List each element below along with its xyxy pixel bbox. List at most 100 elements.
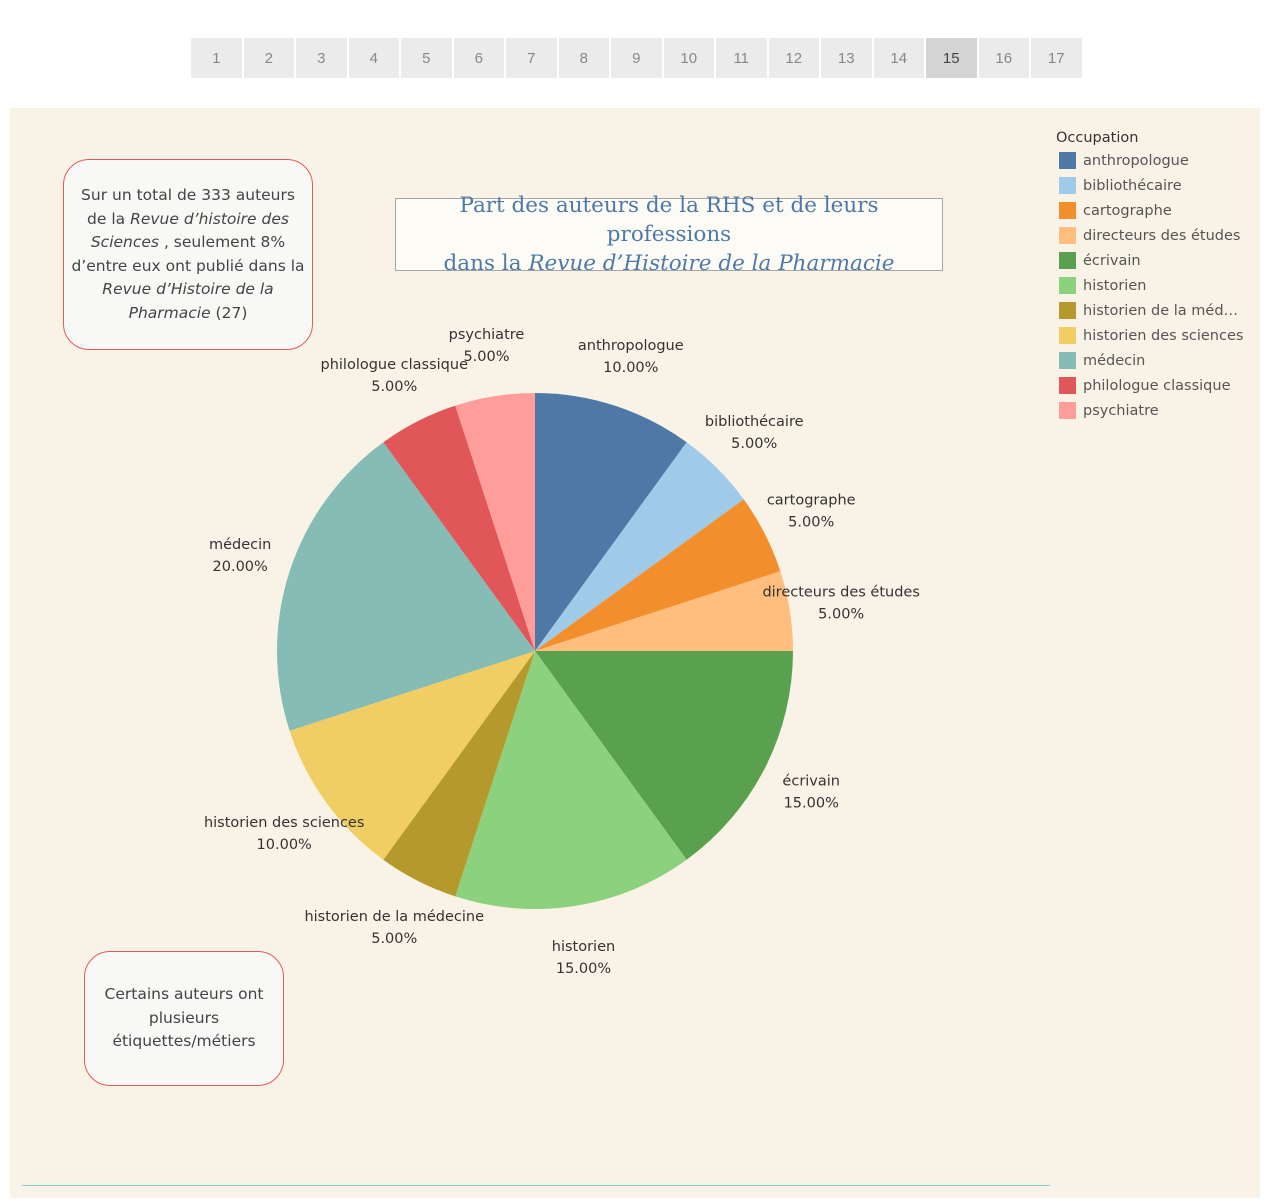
slice-label: cartographe 5.00% (767, 492, 856, 530)
pie-slice[interactable] (455, 651, 687, 909)
page-button-17[interactable]: 17 (1031, 38, 1082, 78)
legend-swatch (1059, 377, 1076, 394)
slice-label: historien 15.00% (552, 939, 615, 977)
slice-label-value: 5.00% (371, 931, 417, 947)
pie-slice[interactable] (535, 499, 781, 651)
slice-label: écrivain 15.00% (782, 774, 840, 812)
legend-swatch (1059, 177, 1076, 194)
pie-chart: anthropologue10.00%bibliothécaire5.00%ca… (204, 327, 920, 977)
slice-label-value: 10.00% (603, 360, 658, 376)
slice-label-value: 10.00% (257, 837, 312, 853)
slice-label-name: philologue classique (321, 357, 469, 373)
chart-title-line2: dans la Revue d’Histoire de la Pharmacie (444, 249, 895, 278)
total-authors-note-text: Sur un total de 333 auteurs de la Revue … (70, 184, 306, 325)
page-button-5[interactable]: 5 (401, 38, 452, 78)
multiple-tags-note: Certains auteurs ont plusieurs étiquette… (84, 951, 284, 1086)
multiple-tags-note-text: Certains auteurs ont plusieurs étiquette… (104, 985, 264, 1051)
page-navigation: 1 2 3 4 5 6 7 8 9 10 11 12 13 14 15 16 17 (191, 38, 1082, 78)
slice-label-value: 5.00% (818, 607, 864, 623)
legend-item[interactable]: directeurs des études (1056, 223, 1245, 248)
pie-slice[interactable] (455, 393, 535, 651)
note-journal-rhs: Revue d’histoire des Sciences (90, 209, 289, 252)
legend-item[interactable]: historien des sciences (1056, 323, 1245, 348)
slice-label: psychiatre 5.00% (449, 327, 525, 365)
slice-label: philologue classique 5.00% (321, 357, 469, 395)
slice-label-value: 20.00% (213, 559, 268, 575)
legend-label: écrivain (1083, 252, 1141, 269)
legend-swatch (1059, 327, 1076, 344)
pie-slice[interactable] (383, 405, 535, 651)
slice-label: anthropologue 10.00% (578, 338, 684, 376)
note-journal-rhp: Revue d’Histoire de la Pharmacie (102, 280, 274, 322)
legend-swatch (1059, 277, 1076, 294)
legend-item[interactable]: philologue classique (1056, 373, 1245, 398)
page-button-1[interactable]: 1 (191, 38, 242, 78)
legend-title: Occupation (1056, 130, 1139, 146)
pie-slice[interactable] (535, 393, 687, 651)
legend-swatch (1059, 252, 1076, 269)
page-button-13[interactable]: 13 (821, 38, 872, 78)
legend-item[interactable]: bibliothécaire (1056, 173, 1245, 198)
page-button-3[interactable]: 3 (296, 38, 347, 78)
legend-label: médecin (1083, 352, 1146, 369)
page-button-9[interactable]: 9 (611, 38, 662, 78)
pie-slice[interactable] (289, 651, 535, 860)
slice-label: historien de la médecine 5.00% (304, 909, 484, 947)
slice-label-name: psychiatre (449, 327, 525, 343)
page-button-14[interactable]: 14 (873, 38, 924, 78)
legend-label: historien de la médec.. (1083, 302, 1245, 319)
page-button-8[interactable]: 8 (558, 38, 609, 78)
slice-label-name: médecin (209, 537, 271, 553)
legend-swatch (1059, 202, 1076, 219)
pie-slice[interactable] (383, 651, 535, 897)
page-button-16[interactable]: 16 (978, 38, 1029, 78)
legend-item[interactable]: cartographe (1056, 198, 1245, 223)
legend-swatch (1059, 152, 1076, 169)
page-button-2[interactable]: 2 (243, 38, 294, 78)
slice-label-value: 5.00% (463, 349, 509, 365)
slice-label-name: cartographe (767, 492, 856, 508)
page-button-15[interactable]: 15 (926, 38, 977, 78)
chart-title-line1: Part des auteurs de la RHS et de leurs p… (459, 193, 879, 247)
legend-label: philologue classique (1083, 377, 1231, 394)
slice-label: médecin 20.00% (209, 537, 271, 575)
page-button-10[interactable]: 10 (663, 38, 714, 78)
page-button-4[interactable]: 4 (348, 38, 399, 78)
slice-label-name: bibliothécaire (705, 414, 804, 430)
slice-label-value: 15.00% (556, 961, 611, 977)
legend-item[interactable]: historien de la médec.. (1056, 298, 1245, 323)
page-button-7[interactable]: 7 (506, 38, 557, 78)
slice-label-name: écrivain (782, 774, 840, 790)
page-button-11[interactable]: 11 (716, 38, 767, 78)
page-button-12[interactable]: 12 (768, 38, 819, 78)
legend-label: psychiatre (1083, 402, 1159, 419)
legend-label: bibliothécaire (1083, 177, 1182, 194)
legend-label: historien (1083, 277, 1147, 294)
note-text-part: (27) (210, 303, 248, 322)
slice-label-value: 15.00% (784, 796, 839, 812)
legend-item[interactable]: historien (1056, 273, 1245, 298)
slice-label-value: 5.00% (371, 379, 417, 395)
legend-item[interactable]: écrivain (1056, 248, 1245, 273)
legend-label: anthropologue (1083, 152, 1189, 169)
legend-swatch (1059, 227, 1076, 244)
page-button-6[interactable]: 6 (453, 38, 504, 78)
slice-label-name: directeurs des études (762, 585, 919, 601)
legend-label: historien des sciences (1083, 327, 1244, 344)
legend-item[interactable]: psychiatre (1056, 398, 1245, 423)
pie-slice[interactable] (535, 571, 793, 651)
legend-label: cartographe (1083, 202, 1172, 219)
legend-item[interactable]: anthropologue (1056, 148, 1245, 173)
legend-swatch (1059, 302, 1076, 319)
slice-label-value: 5.00% (788, 514, 834, 530)
legend-item[interactable]: médecin (1056, 348, 1245, 373)
chart-title-journal: Revue d’Histoire de la Pharmacie (528, 251, 895, 276)
slice-label: bibliothécaire 5.00% (705, 414, 804, 452)
slice-label: historien des sciences 10.00% (204, 815, 364, 853)
pie-slice[interactable] (277, 442, 535, 731)
legend: Occupation anthropologue bibliothécaire ca… (1056, 130, 1245, 423)
pie-slice[interactable] (535, 651, 793, 860)
slice-label-name: anthropologue (578, 338, 684, 354)
total-authors-note: Sur un total de 333 auteurs de la Revue … (63, 159, 313, 350)
pie-slice[interactable] (535, 442, 744, 651)
